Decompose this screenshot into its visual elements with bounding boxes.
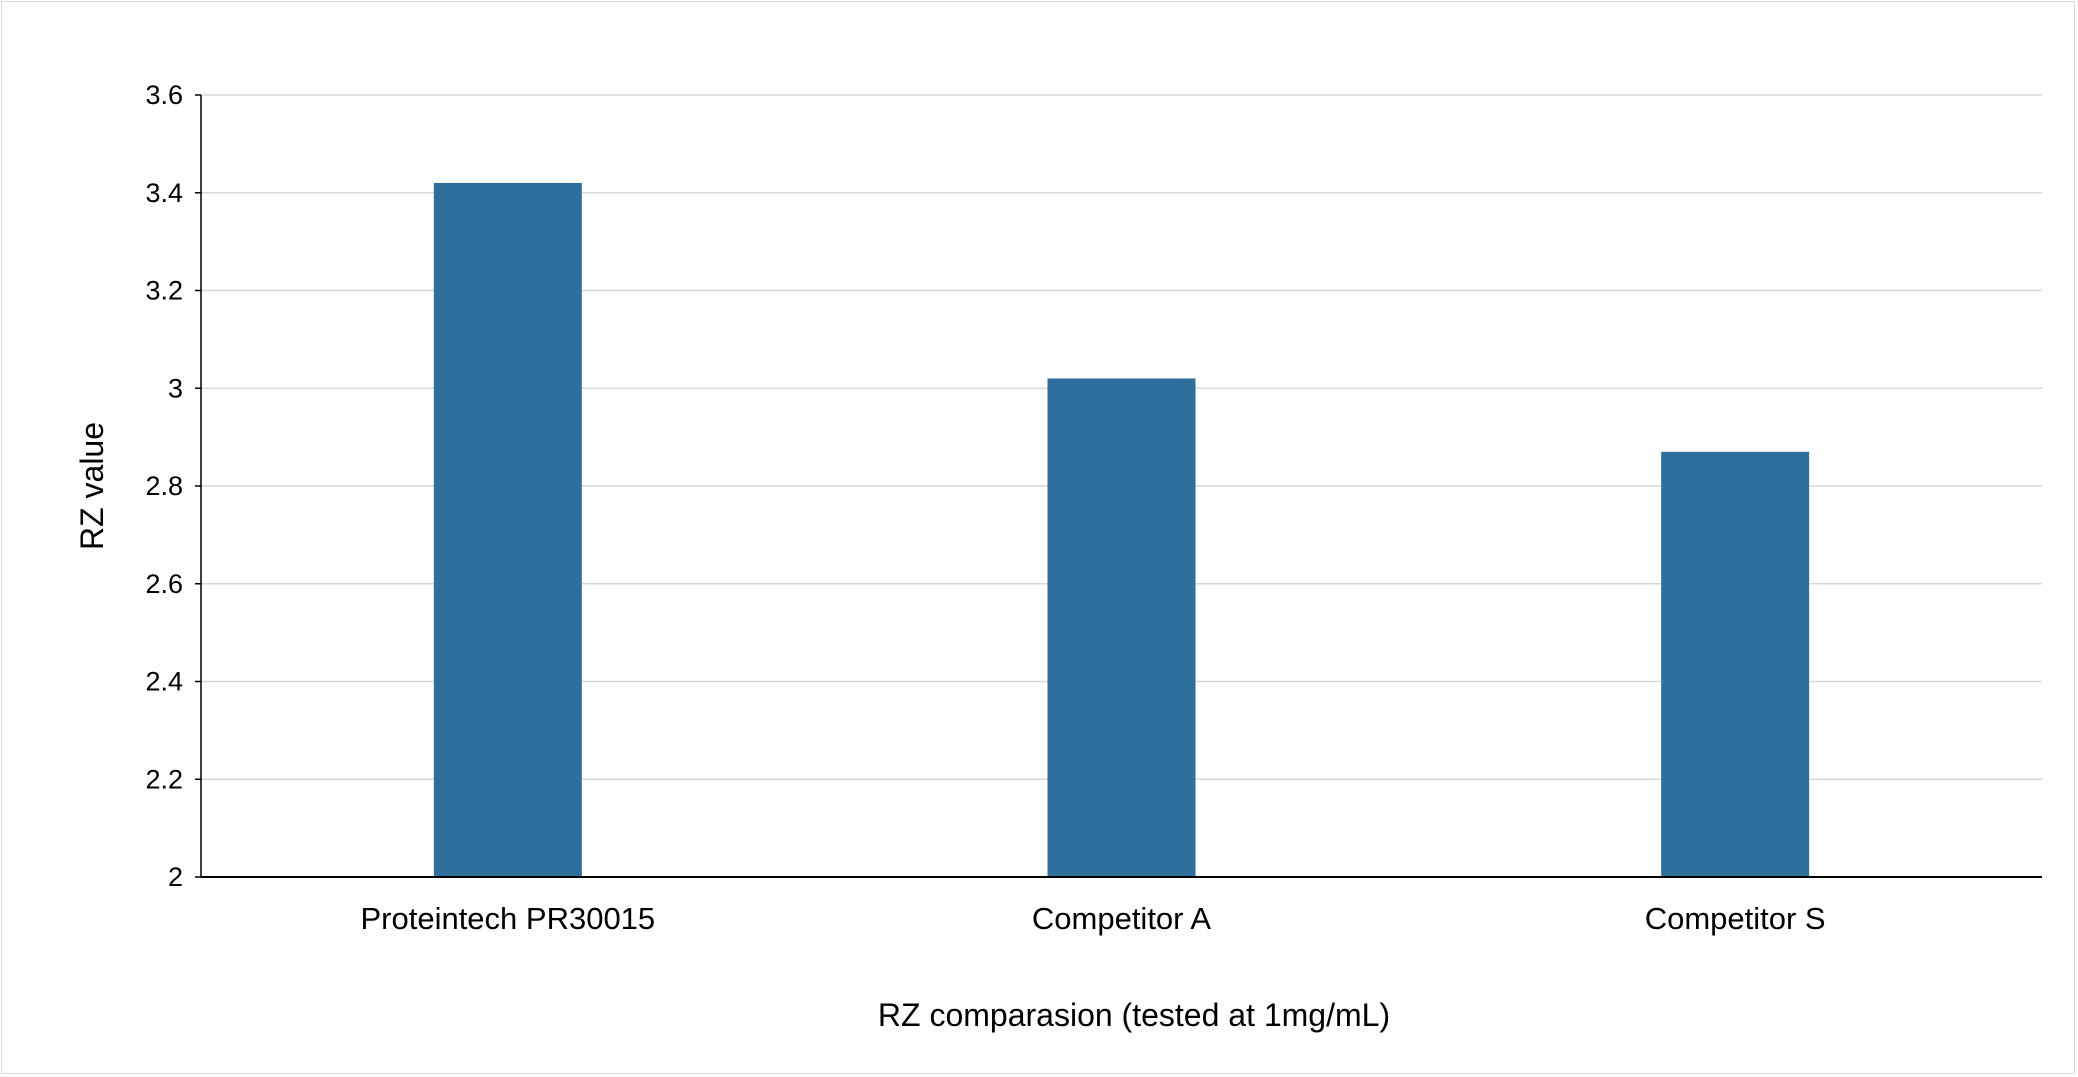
x-tick-label: Competitor S [1645,901,1826,936]
y-axis-title: RZ value [74,422,110,550]
bar [1661,451,1810,877]
y-tick-label: 2 [168,862,183,892]
y-tick-label: 2.4 [145,667,183,697]
y-tick-label: 2.6 [145,569,183,599]
y-tick-label: 2.8 [145,471,183,501]
y-tick-label: 3 [168,373,183,403]
bar [1047,378,1196,877]
y-tick-labels: 2 2.2 2.4 2.6 2.8 3 3.2 3.4 3.6 [145,80,201,892]
y-tick-label: 3.2 [145,276,183,306]
x-tick-label: Competitor A [1032,901,1212,936]
y-tick-label: 3.6 [145,80,183,110]
y-tick-label: 3.4 [145,178,183,208]
bars [433,182,1810,878]
y-tick-label: 2.2 [145,764,183,794]
x-axis-title: RZ comparasion (tested at 1mg/mL) [878,997,1390,1033]
bar [433,182,582,878]
x-tick-label: Proteintech PR30015 [360,901,655,936]
x-tick-labels: Proteintech PR30015 Competitor A Competito… [360,901,1825,936]
